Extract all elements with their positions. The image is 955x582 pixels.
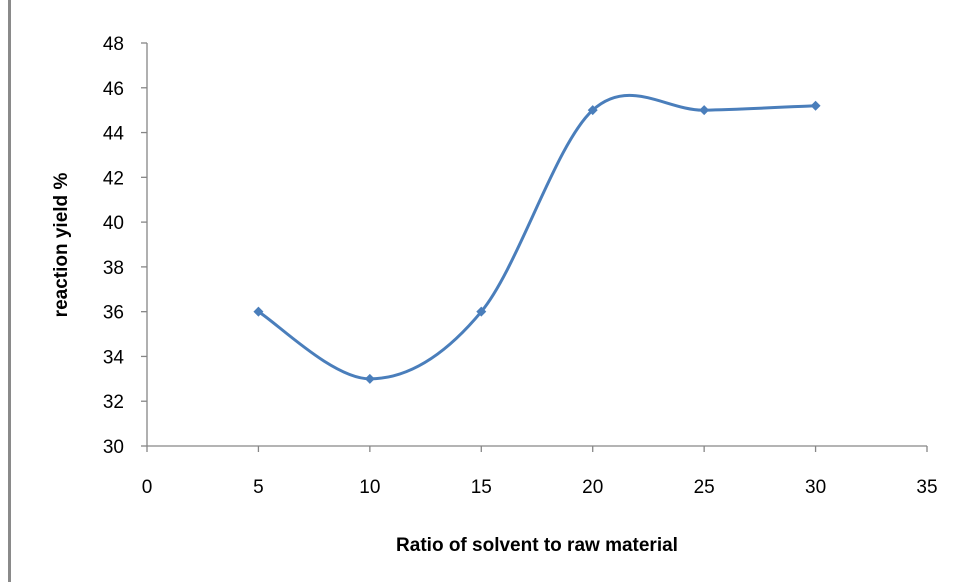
- x-tick-label: 5: [253, 477, 264, 498]
- y-tick-label: 38: [103, 258, 124, 279]
- x-tick-label: 35: [916, 477, 937, 498]
- data-point-marker: [699, 105, 710, 116]
- y-tick-label: 32: [103, 392, 124, 413]
- data-point-marker: [476, 306, 487, 317]
- x-tick-label: 15: [471, 477, 492, 498]
- x-ticks: 0 5 10 15 20 25 30 35: [142, 446, 938, 498]
- y-axis-title: reaction yield %: [51, 173, 72, 318]
- x-tick-label: 20: [582, 477, 603, 498]
- y-tick-label: 48: [103, 34, 124, 55]
- x-axis-title: Ratio of solvent to raw material: [396, 535, 678, 556]
- data-point-marker: [364, 373, 375, 384]
- x-tick-label: 25: [694, 477, 715, 498]
- y-tick-label: 44: [103, 124, 125, 145]
- y-tick-label: 36: [103, 303, 124, 324]
- y-tick-label: 46: [103, 79, 124, 100]
- x-tick-label: 0: [142, 477, 153, 498]
- data-point-marker: [253, 306, 264, 317]
- window-left-border: [8, 0, 11, 582]
- data-point-marker: [587, 105, 598, 116]
- x-tick-label: 30: [805, 477, 826, 498]
- x-tick-label: 10: [359, 477, 380, 498]
- y-tick-label: 30: [103, 437, 124, 458]
- y-tick-label: 34: [103, 347, 125, 368]
- y-tick-label: 42: [103, 168, 124, 189]
- y-tick-label: 40: [103, 213, 124, 234]
- series-line: [257, 93, 816, 381]
- series-layer: [253, 93, 821, 384]
- data-point-marker: [810, 100, 821, 111]
- y-ticks: 30 32 34 36 38 40 42 44 46 48: [103, 34, 147, 458]
